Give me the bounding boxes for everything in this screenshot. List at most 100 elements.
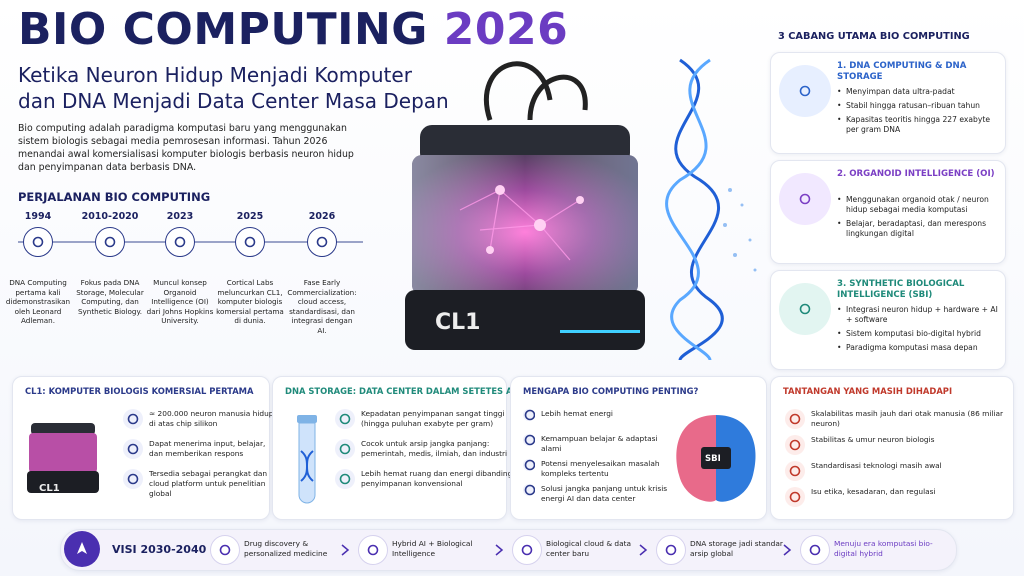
icon [785, 409, 805, 429]
bullet: Integrasi neuron hidup + hardware + AI +… [837, 305, 999, 325]
panel-bullet: Kemampuan belajar & adaptasi alami [541, 434, 658, 453]
glyph [521, 544, 533, 556]
icon [123, 439, 143, 459]
subtitle-line: dan DNA Menjadi Data Center Masa Depan [18, 89, 449, 113]
bullet: Menyimpan data ultra-padat [837, 87, 999, 97]
glyph [524, 459, 535, 471]
icon [779, 283, 831, 335]
chevron-glyph [639, 544, 648, 556]
glyph [524, 434, 535, 446]
panel-bullet: Stabilitas & umur neuron biologis [811, 435, 935, 444]
title: BIO COMPUTING 2026 [18, 4, 568, 55]
glyph [665, 544, 677, 556]
timeline-text: Fase Early Commercialization: cloud acce… [287, 278, 357, 335]
icon [123, 469, 143, 489]
icon [358, 535, 388, 565]
icon [512, 535, 542, 565]
bullet: Stabil hingga ratusan–ribuan tahun [837, 101, 999, 111]
icon [523, 409, 535, 421]
brain-image [671, 405, 761, 515]
timeline-year: 2026 [308, 211, 336, 222]
bullet: Menggunakan organoid otak / neuron hidup… [837, 195, 999, 215]
vision-item: Drug discovery & personalized medicine [244, 539, 328, 558]
hero-image [405, 58, 757, 361]
bullet: Sistem komputasi bio-digital hybrid [837, 329, 999, 339]
panel-bullet: Standardisasi teknologi masih awal [811, 461, 942, 470]
glyph [789, 413, 801, 425]
panel-bullet: Lebih hemat energi [541, 409, 613, 418]
glyph [244, 236, 256, 248]
panel-bullet: Lebih hemat ruang dan energi dibanding p… [361, 469, 513, 488]
panel-title: TANTANGAN YANG MASIH DIHADAPI [783, 386, 953, 396]
title-year: 2026 [443, 4, 569, 55]
panel-bullet: Solusi jangka panjang untuk krisis energ… [541, 484, 668, 503]
vision-item: Biological cloud & data center baru [546, 539, 632, 558]
glyph [799, 85, 811, 97]
device-label: CL1 [39, 483, 60, 494]
vision-item: DNA storage jadi standar arsip global [690, 539, 783, 558]
glyph [799, 193, 811, 205]
bullet: Paradigma komputasi masa depan [837, 343, 999, 353]
branch-card: 2. ORGANOID INTELLIGENCE (OI) Menggunakan… [770, 160, 1006, 264]
panel: TANTANGAN YANG MASIH DIHADAPI Skalabilita… [770, 376, 1014, 520]
chip-label: SBI [705, 454, 721, 464]
panel: MENGAPA BIO COMPUTING PENTING? SBI Lebih h… [510, 376, 767, 520]
timeline-text: Fokus pada DNA Storage, Molecular Comput… [76, 278, 144, 316]
timeline-year: 1994 [24, 211, 52, 222]
glyph [127, 443, 139, 455]
icon [779, 173, 831, 225]
glyph [219, 544, 231, 556]
glyph [32, 236, 44, 248]
icon [307, 227, 337, 257]
icon [335, 469, 355, 489]
bullet: Belajar, beradaptasi, dan merespons ling… [837, 219, 999, 239]
icon [235, 227, 265, 257]
subtitle: Ketika Neuron Hidup Menjadi Komputer dan… [18, 62, 449, 114]
panel-bullet: ≈ 200.000 neuron manusia hidup di atas c… [149, 409, 274, 428]
glyph [339, 413, 351, 425]
test-tube [287, 411, 327, 511]
bullet: Kapasitas teoritis hingga 227 exabyte pe… [837, 115, 999, 135]
device-label: CL1 [435, 310, 481, 335]
branch-card: 3. SYNTHETIC BIOLOGICAL INTELLIGENCE (SB… [770, 270, 1006, 370]
glyph [104, 236, 116, 248]
icon [335, 409, 355, 429]
panel-title: CL1: KOMPUTER BIOLOGIS KOMERSIAL PERTAMA [25, 386, 254, 396]
branch-bullets: Menggunakan organoid otak / neuron hidup… [837, 195, 999, 243]
icon [23, 227, 53, 257]
glyph [524, 409, 535, 421]
panel-bullet: Isu etika, kesadaran, dan regulasi [811, 487, 936, 496]
glyph [799, 303, 811, 315]
timeline-text: Muncul konsep Organoid Intelligence (OI)… [146, 278, 214, 326]
panel-bullet: Kepadatan penyimpanan sangat tinggi (hin… [361, 409, 505, 428]
icon [779, 65, 831, 117]
chevron [494, 542, 504, 556]
icon [656, 535, 686, 565]
icon [523, 459, 535, 471]
glyph [339, 473, 351, 485]
glyph [789, 439, 801, 451]
icon [785, 487, 805, 507]
icon [785, 435, 805, 455]
branch-title: 2. ORGANOID INTELLIGENCE (OI) [837, 169, 995, 179]
chevron-glyph [495, 544, 504, 556]
glyph [339, 443, 351, 455]
glyph [316, 236, 328, 248]
timeline-year: 2010-2020 [81, 211, 139, 222]
chevron [638, 542, 648, 556]
device [27, 423, 99, 493]
panel-bullet: Dapat menerima input, belajar, dan membe… [149, 439, 266, 458]
branch-title: 1. DNA COMPUTING & DNA STORAGE [837, 61, 967, 82]
branch-title: 3. SYNTHETIC BIOLOGICAL INTELLIGENCE (SB… [837, 279, 965, 300]
icon [165, 227, 195, 257]
cl1-image [23, 417, 103, 497]
icon [785, 461, 805, 481]
icon [335, 439, 355, 459]
vision-icon [64, 531, 100, 567]
branch-bullets: Menyimpan data ultra-padat Stabil hingga … [837, 87, 999, 139]
glyph [789, 491, 801, 503]
timeline-year: 2025 [236, 211, 264, 222]
timeline-text: DNA Computing pertama kali didemonstrasi… [5, 278, 71, 326]
glyph [127, 473, 139, 485]
